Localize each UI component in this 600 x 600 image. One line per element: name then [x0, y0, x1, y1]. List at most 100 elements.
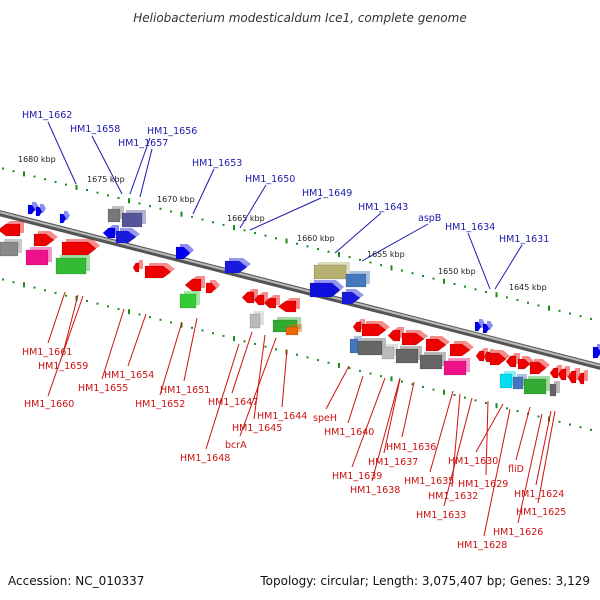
ruler-tick	[443, 278, 445, 284]
ruler-tick	[138, 313, 141, 316]
gene-feature	[263, 297, 277, 309]
ruler-tick	[128, 198, 130, 204]
callout-line	[475, 403, 504, 453]
ruler-tick	[264, 234, 267, 237]
gene-feature	[132, 262, 140, 273]
callout-line	[451, 393, 461, 488]
gene-feature	[224, 260, 248, 274]
ruler-tick	[65, 294, 67, 297]
ruler-tick	[558, 309, 561, 312]
ruler-tick	[44, 178, 46, 181]
gene-label-bottom: HM1_1648	[180, 453, 230, 464]
ruler-tick	[233, 225, 235, 231]
ruler-tick	[243, 229, 246, 232]
gene-label-bottom: HM1_1626	[493, 527, 543, 538]
ruler-tick	[537, 415, 540, 418]
ruler-tick	[23, 171, 25, 177]
gene-feature	[107, 208, 121, 223]
ruler-tick	[411, 383, 414, 386]
gene-feature	[475, 350, 485, 362]
callout-line	[517, 413, 543, 524]
ruler-tick	[558, 420, 561, 423]
ruler-tick	[401, 380, 403, 383]
ruler-tick	[191, 215, 193, 218]
ruler-tick	[579, 426, 582, 429]
gene-label-top: HM1_1631	[499, 234, 549, 245]
ruler-tick	[348, 256, 351, 259]
gene-feature	[592, 346, 600, 359]
ruler-tick	[453, 282, 456, 285]
gene-label-bottom: speH	[313, 413, 337, 424]
callout-line	[537, 410, 556, 504]
gene-label-bottom: HM1_1628	[457, 540, 507, 551]
gene-label-bottom: HM1_1645	[232, 423, 282, 434]
gene-label-bottom: HM1_1632	[428, 491, 478, 502]
gene-label-bottom: HM1_1635	[404, 476, 454, 487]
ruler-tick	[338, 362, 340, 368]
gene-feature	[249, 313, 261, 329]
gene-label-bottom: HM1_1647	[208, 397, 258, 408]
gene-feature	[387, 329, 401, 342]
ruler-tick	[86, 188, 88, 191]
gene-label-top: HM1_1662	[22, 110, 72, 121]
gene-feature	[401, 332, 425, 346]
gene-feature	[0, 223, 21, 237]
ruler-tick	[380, 264, 382, 267]
ruler-tick	[159, 207, 162, 210]
gene-feature	[523, 378, 547, 395]
ruler-tick	[2, 278, 4, 281]
gene-feature	[567, 370, 577, 384]
ruler-tick	[453, 393, 456, 396]
gene-label-bottom: HM1_1629	[458, 479, 508, 490]
gene-feature	[577, 372, 585, 385]
gene-feature	[352, 321, 362, 333]
gene-feature	[179, 293, 197, 309]
gene-feature	[517, 358, 531, 370]
gene-feature	[529, 361, 547, 375]
gene-feature	[549, 367, 559, 379]
ruler-tick	[327, 361, 330, 364]
ruler-tick	[474, 399, 477, 402]
ruler-tick	[12, 170, 15, 173]
gene-feature	[309, 282, 341, 298]
ruler-tick	[369, 372, 372, 375]
ruler-tick	[296, 353, 298, 356]
gene-feature	[277, 300, 297, 313]
ruler-tick	[75, 184, 78, 190]
ruler-tick	[495, 292, 498, 298]
ruler-tick	[180, 211, 183, 217]
genome-summary-label: Topology: circular; Length: 3,075,407 bp…	[260, 574, 590, 588]
gene-feature	[349, 338, 359, 354]
gene-feature	[499, 373, 513, 389]
gene-feature	[357, 340, 383, 356]
gene-label-bottom: HM1_1637	[368, 457, 418, 468]
ruler-tick	[590, 428, 592, 431]
ruler-label: 1655 kbp	[367, 250, 405, 259]
gene-label-bottom: fliD	[508, 464, 524, 475]
gene-feature	[241, 291, 255, 304]
gene-feature	[61, 241, 97, 256]
ruler-tick	[422, 385, 424, 388]
gene-feature	[33, 233, 55, 247]
gene-feature	[512, 376, 524, 390]
gene-label-bottom: HM1_1661	[22, 347, 72, 358]
map-title: Heliobacterium modesticaldum Ice1, compl…	[133, 11, 466, 25]
callout-line	[47, 121, 77, 185]
callout-line	[334, 212, 382, 254]
ruler-tick	[12, 281, 15, 284]
callout-line	[351, 377, 386, 468]
accession-label: Accession: NC_010337	[8, 574, 145, 588]
gene-feature	[549, 383, 557, 397]
ruler-tick	[2, 167, 4, 170]
ruler-tick	[222, 334, 225, 337]
ruler-tick	[516, 299, 519, 302]
ruler-tick	[317, 248, 319, 251]
ruler-tick	[254, 231, 256, 234]
ruler-tick	[506, 296, 508, 299]
gene-feature	[381, 346, 395, 360]
ruler-tick	[317, 359, 319, 362]
gene-label-top: HM1_1657	[118, 138, 168, 149]
gene-feature	[483, 351, 491, 363]
ruler-tick	[275, 237, 277, 240]
gene-feature	[419, 354, 443, 370]
